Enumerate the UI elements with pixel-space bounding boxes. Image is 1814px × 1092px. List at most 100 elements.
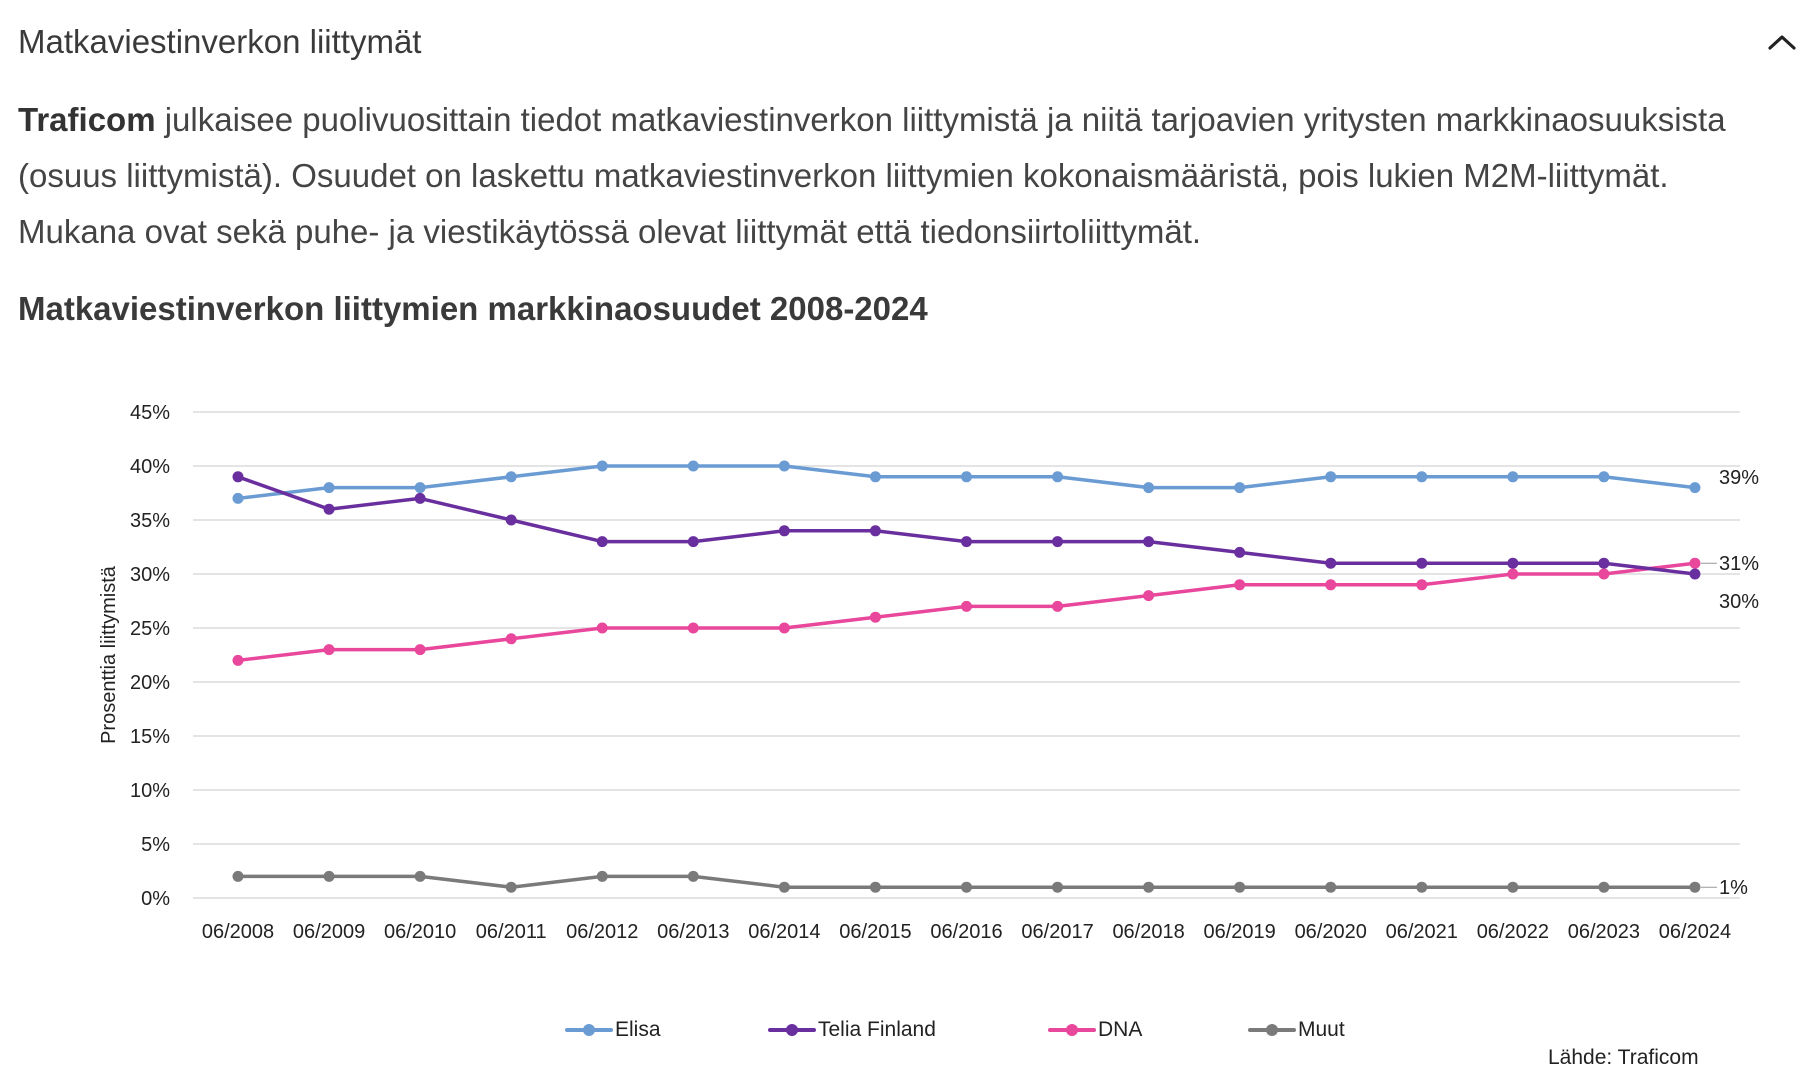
x-tick-label: 06/2023: [1568, 921, 1640, 943]
x-tick-label: 06/2019: [1204, 921, 1276, 943]
data-point-elisa[interactable]: [1325, 471, 1337, 483]
x-tick-label: 06/2008: [202, 921, 274, 943]
data-point-muut[interactable]: [960, 881, 972, 893]
data-point-muut[interactable]: [1325, 881, 1337, 893]
x-tick-label: 06/2022: [1477, 921, 1549, 943]
data-point-elisa[interactable]: [1052, 471, 1064, 483]
chart-title: Matkaviestinverkon liittymien markkinaos…: [18, 290, 928, 327]
data-point-telia-finland[interactable]: [869, 525, 881, 537]
data-point-telia-finland[interactable]: [1689, 568, 1701, 580]
data-point-elisa[interactable]: [1416, 471, 1428, 483]
data-point-muut[interactable]: [1234, 881, 1246, 893]
data-point-muut[interactable]: [323, 870, 335, 882]
data-point-elisa[interactable]: [232, 492, 244, 504]
data-point-dna[interactable]: [505, 633, 517, 645]
data-point-muut[interactable]: [232, 870, 244, 882]
legend-label: Elisa: [615, 1018, 661, 1041]
data-point-dna[interactable]: [687, 622, 699, 634]
data-point-dna[interactable]: [1325, 579, 1337, 591]
data-point-muut[interactable]: [1598, 881, 1610, 893]
data-point-telia-finland[interactable]: [414, 492, 426, 504]
legend-label: DNA: [1098, 1018, 1143, 1041]
data-point-telia-finland[interactable]: [596, 536, 608, 548]
data-point-elisa[interactable]: [1598, 471, 1610, 483]
legend-item-dna[interactable]: DNA: [1048, 1018, 1142, 1042]
data-point-muut[interactable]: [1689, 881, 1701, 893]
data-point-elisa[interactable]: [1234, 482, 1246, 494]
data-point-elisa[interactable]: [323, 482, 335, 494]
data-point-dna[interactable]: [1052, 600, 1064, 612]
data-point-elisa[interactable]: [687, 460, 699, 472]
data-point-dna[interactable]: [1598, 568, 1610, 580]
data-point-telia-finland[interactable]: [687, 536, 699, 548]
data-point-telia-finland[interactable]: [1598, 557, 1610, 569]
data-point-dna[interactable]: [1143, 590, 1155, 602]
data-point-muut[interactable]: [687, 870, 699, 882]
data-point-muut[interactable]: [505, 881, 517, 893]
data-point-telia-finland[interactable]: [232, 471, 244, 483]
data-point-elisa[interactable]: [596, 460, 608, 472]
data-point-telia-finland[interactable]: [778, 525, 790, 537]
data-point-telia-finland[interactable]: [1507, 557, 1519, 569]
data-point-dna[interactable]: [232, 654, 244, 666]
data-point-elisa[interactable]: [1507, 471, 1519, 483]
legend-item-muut[interactable]: Muut: [1248, 1018, 1345, 1042]
legend-swatch: [1048, 1022, 1096, 1038]
data-point-dna[interactable]: [596, 622, 608, 634]
intro-paragraph: Traficom julkaisee puolivuosittain tiedo…: [18, 92, 1778, 260]
legend-swatch-dot: [1266, 1024, 1278, 1036]
x-tick-label: 06/2020: [1295, 921, 1367, 943]
data-point-telia-finland[interactable]: [1416, 557, 1428, 569]
legend-label: Telia Finland: [818, 1018, 936, 1041]
series-line-telia-finland: [236, 475, 1697, 576]
data-point-dna[interactable]: [869, 611, 881, 623]
data-point-muut[interactable]: [414, 870, 426, 882]
data-point-dna[interactable]: [323, 644, 335, 656]
data-point-dna[interactable]: [1689, 557, 1701, 569]
x-tick-label: 06/2012: [566, 921, 638, 943]
data-point-telia-finland[interactable]: [323, 503, 335, 515]
data-point-telia-finland[interactable]: [505, 514, 517, 526]
data-point-elisa[interactable]: [414, 482, 426, 494]
y-axis-title: Prosenttia liittymistä: [98, 565, 120, 744]
data-point-elisa[interactable]: [505, 471, 517, 483]
data-point-muut[interactable]: [778, 881, 790, 893]
data-point-muut[interactable]: [869, 881, 881, 893]
data-point-muut[interactable]: [1416, 881, 1428, 893]
data-point-muut[interactable]: [1507, 881, 1519, 893]
data-point-elisa[interactable]: [1689, 482, 1701, 494]
data-point-elisa[interactable]: [1143, 482, 1155, 494]
y-tick-label: 0%: [141, 888, 170, 910]
data-point-telia-finland[interactable]: [960, 536, 972, 548]
data-point-dna[interactable]: [1507, 568, 1519, 580]
section-header: Matkaviestinverkon liittymät: [18, 18, 1798, 66]
data-point-dna[interactable]: [414, 644, 426, 656]
data-point-elisa[interactable]: [960, 471, 972, 483]
x-tick-label: 06/2009: [293, 921, 365, 943]
collapse-button[interactable]: [1758, 18, 1806, 66]
end-label-muut: 1%: [1719, 877, 1748, 899]
data-point-elisa[interactable]: [778, 460, 790, 472]
legend-item-elisa[interactable]: Elisa: [565, 1018, 661, 1042]
data-point-dna[interactable]: [778, 622, 790, 634]
data-point-telia-finland[interactable]: [1234, 546, 1246, 558]
source-note: Lähde: Traficom: [1548, 1046, 1699, 1069]
data-point-telia-finland[interactable]: [1143, 536, 1155, 548]
legend-swatch-dot: [786, 1024, 798, 1036]
data-point-dna[interactable]: [960, 600, 972, 612]
data-point-muut[interactable]: [596, 870, 608, 882]
data-point-muut[interactable]: [1143, 881, 1155, 893]
y-tick-label: 10%: [130, 780, 170, 802]
data-point-telia-finland[interactable]: [1325, 557, 1337, 569]
end-label-elisa: 39%: [1719, 467, 1759, 489]
data-point-dna[interactable]: [1416, 579, 1428, 591]
data-point-telia-finland[interactable]: [1052, 536, 1064, 548]
y-tick-label: 35%: [130, 510, 170, 532]
legend-item-telia-finland[interactable]: Telia Finland: [768, 1018, 936, 1042]
end-label-dna: 31%: [1719, 553, 1759, 575]
data-point-elisa[interactable]: [869, 471, 881, 483]
x-tick-label: 06/2017: [1021, 921, 1093, 943]
data-point-muut[interactable]: [1052, 881, 1064, 893]
data-point-dna[interactable]: [1234, 579, 1246, 591]
